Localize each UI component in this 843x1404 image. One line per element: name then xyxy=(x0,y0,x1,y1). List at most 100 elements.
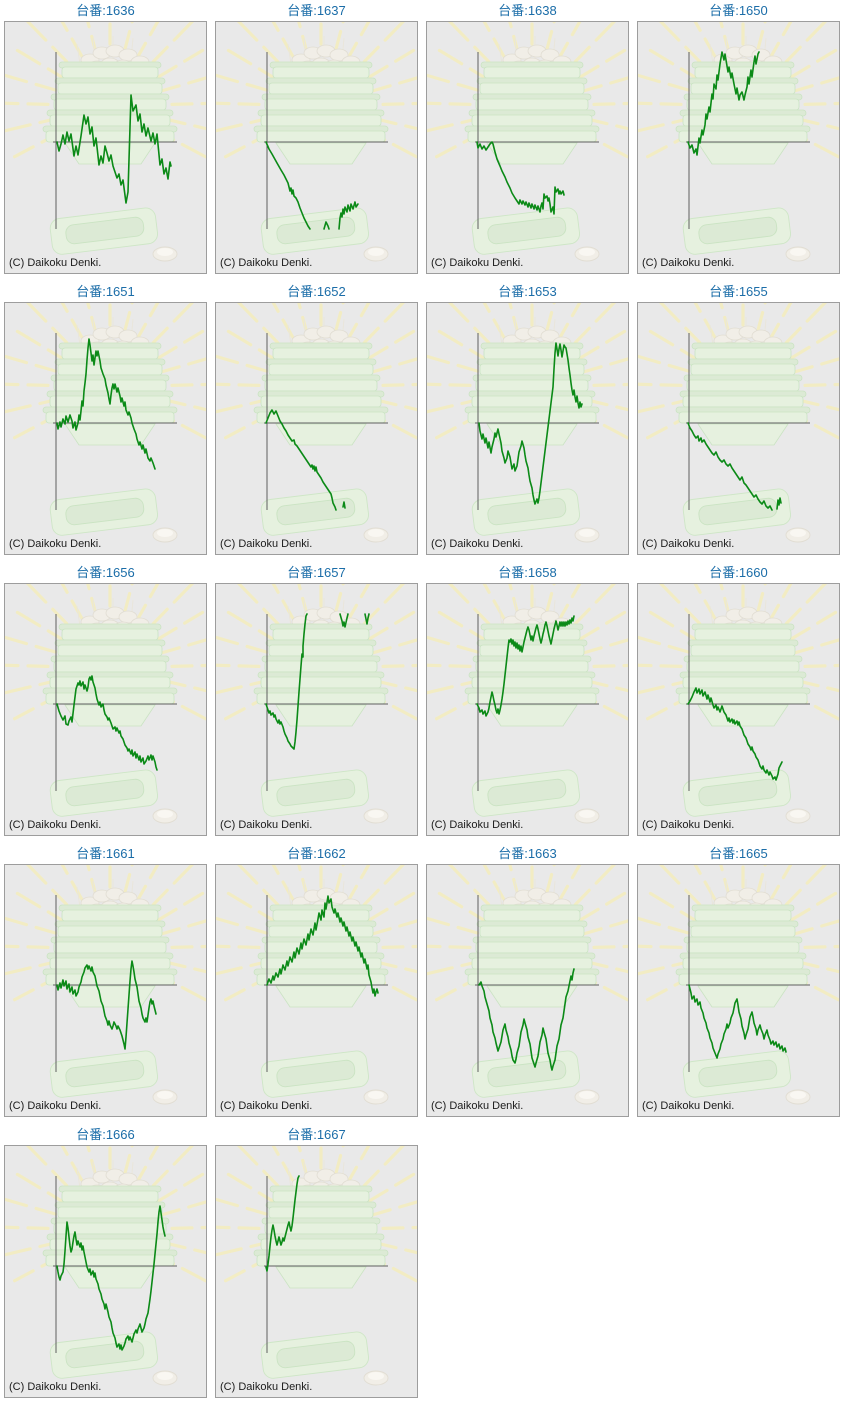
slump-line-series xyxy=(688,984,787,1059)
slump-graph-panel: (C) Daikoku Denki. xyxy=(637,302,840,555)
slump-polyline xyxy=(56,94,172,204)
slump-graph-panel: (C) Daikoku Denki. xyxy=(215,864,418,1117)
machine-title-link[interactable]: 台番:1667 xyxy=(287,1127,346,1142)
machine-cell: 台番:1650 (C) Daikoku Denki. xyxy=(637,2,840,274)
machine-title-link[interactable]: 台番:1657 xyxy=(287,565,346,580)
slump-polyline xyxy=(338,201,359,230)
slump-line-series xyxy=(265,141,359,230)
machine-title-link[interactable]: 台番:1661 xyxy=(76,846,135,861)
copyright-text: (C) Daikoku Denki. xyxy=(431,819,524,831)
machine-title-link[interactable]: 台番:1652 xyxy=(287,284,346,299)
slump-line-series xyxy=(56,94,172,204)
slump-line-series xyxy=(476,615,575,717)
slump-graph xyxy=(216,1146,417,1387)
slump-graph xyxy=(638,22,839,263)
machine-cell: 台番:1638 (C) Daikoku Denki. xyxy=(426,2,629,274)
slump-graph-panel: (C) Daikoku Denki. xyxy=(4,21,207,274)
machine-title-link[interactable]: 台番:1651 xyxy=(76,284,135,299)
machine-cell: 台番:1665 (C) Daikoku Denki. xyxy=(637,845,840,1117)
slump-polyline xyxy=(364,613,370,625)
machine-title-link[interactable]: 台番:1653 xyxy=(498,284,557,299)
slump-graph xyxy=(427,584,628,825)
slump-polyline xyxy=(56,960,157,1050)
copyright-text: (C) Daikoku Denki. xyxy=(642,257,735,269)
slump-graph-panel: (C) Daikoku Denki. xyxy=(637,864,840,1117)
slump-graph xyxy=(216,22,417,263)
machine-title-link[interactable]: 台番:1656 xyxy=(76,565,135,580)
slump-polyline xyxy=(265,1175,300,1272)
slump-polyline xyxy=(476,615,575,717)
machine-cell: 台番:1652 (C) Daikoku Denki. xyxy=(215,283,418,555)
slump-graph-panel: (C) Daikoku Denki. xyxy=(637,583,840,836)
slump-line-series xyxy=(687,422,782,511)
machine-cell: 台番:1666 (C) Daikoku Denki. xyxy=(4,1126,207,1398)
slump-line-series xyxy=(56,675,158,771)
slump-line-series xyxy=(56,1205,166,1351)
slump-polyline xyxy=(56,338,156,470)
slump-polyline xyxy=(56,675,158,771)
slump-graph xyxy=(427,22,628,263)
machine-title-link[interactable]: 台番:1637 xyxy=(287,3,346,18)
slump-polyline xyxy=(342,501,346,509)
copyright-text: (C) Daikoku Denki. xyxy=(220,257,313,269)
slump-graph xyxy=(216,865,417,1106)
machine-cell: 台番:1661 (C) Daikoku Denki. xyxy=(4,845,207,1117)
machine-cell: 台番:1655 (C) Daikoku Denki. xyxy=(637,283,840,555)
machine-title-link[interactable]: 台番:1638 xyxy=(498,3,557,18)
slump-graph-panel: (C) Daikoku Denki. xyxy=(4,583,207,836)
slump-polyline xyxy=(265,141,311,230)
machine-title-link[interactable]: 台番:1658 xyxy=(498,565,557,580)
machine-title-link[interactable]: 台番:1636 xyxy=(76,3,135,18)
copyright-text: (C) Daikoku Denki. xyxy=(642,1100,735,1112)
machine-cell: 台番:1651 (C) Daikoku Denki. xyxy=(4,283,207,555)
slump-polyline xyxy=(266,895,379,997)
slump-graph-panel: (C) Daikoku Denki. xyxy=(426,864,629,1117)
machine-title-link[interactable]: 台番:1662 xyxy=(287,846,346,861)
slump-graph xyxy=(216,303,417,544)
slump-graph xyxy=(5,22,206,263)
slump-graph-panel: (C) Daikoku Denki. xyxy=(215,583,418,836)
machine-title-link[interactable]: 台番:1665 xyxy=(709,846,768,861)
copyright-text: (C) Daikoku Denki. xyxy=(220,538,313,550)
slump-graph-panel: (C) Daikoku Denki. xyxy=(426,583,629,836)
machine-cell: 台番:1636 (C) Daikoku Denki. xyxy=(4,2,207,274)
machine-title-link[interactable]: 台番:1655 xyxy=(709,284,768,299)
slump-graph-panel: (C) Daikoku Denki. xyxy=(426,302,629,555)
slump-polyline xyxy=(323,221,330,230)
copyright-text: (C) Daikoku Denki. xyxy=(642,819,735,831)
slump-line-series xyxy=(265,1175,300,1272)
slump-polyline xyxy=(265,613,308,750)
slump-polyline xyxy=(687,687,783,781)
slump-line-series xyxy=(266,895,379,997)
copyright-text: (C) Daikoku Denki. xyxy=(220,1381,313,1393)
slump-graph xyxy=(638,303,839,544)
slump-polyline xyxy=(339,613,349,628)
slump-graph xyxy=(427,865,628,1106)
machine-cell: 台番:1653 (C) Daikoku Denki. xyxy=(426,283,629,555)
machine-cell: 台番:1637 (C) Daikoku Denki. xyxy=(215,2,418,274)
machine-cell: 台番:1656 (C) Daikoku Denki. xyxy=(4,564,207,836)
slump-polyline xyxy=(687,51,760,156)
slump-line-series xyxy=(265,613,370,750)
copyright-text: (C) Daikoku Denki. xyxy=(220,819,313,831)
slump-graph xyxy=(5,1146,206,1387)
slump-graph-panel: (C) Daikoku Denki. xyxy=(426,21,629,274)
slump-graph-panel: (C) Daikoku Denki. xyxy=(4,1145,207,1398)
machine-cell: 台番:1658 (C) Daikoku Denki. xyxy=(426,564,629,836)
copyright-text: (C) Daikoku Denki. xyxy=(9,538,102,550)
copyright-text: (C) Daikoku Denki. xyxy=(9,819,102,831)
copyright-text: (C) Daikoku Denki. xyxy=(431,538,524,550)
slump-graph xyxy=(638,865,839,1106)
machine-title-link[interactable]: 台番:1663 xyxy=(498,846,557,861)
machine-title-link[interactable]: 台番:1650 xyxy=(709,3,768,18)
slump-line-series xyxy=(478,968,575,1071)
slump-line-series xyxy=(478,342,583,505)
copyright-text: (C) Daikoku Denki. xyxy=(220,1100,313,1112)
slump-polyline xyxy=(478,968,575,1071)
machine-title-link[interactable]: 台番:1666 xyxy=(76,1127,135,1142)
slump-line-series xyxy=(56,960,157,1050)
machine-title-link[interactable]: 台番:1660 xyxy=(709,565,768,580)
copyright-text: (C) Daikoku Denki. xyxy=(9,1381,102,1393)
slump-graph xyxy=(427,303,628,544)
